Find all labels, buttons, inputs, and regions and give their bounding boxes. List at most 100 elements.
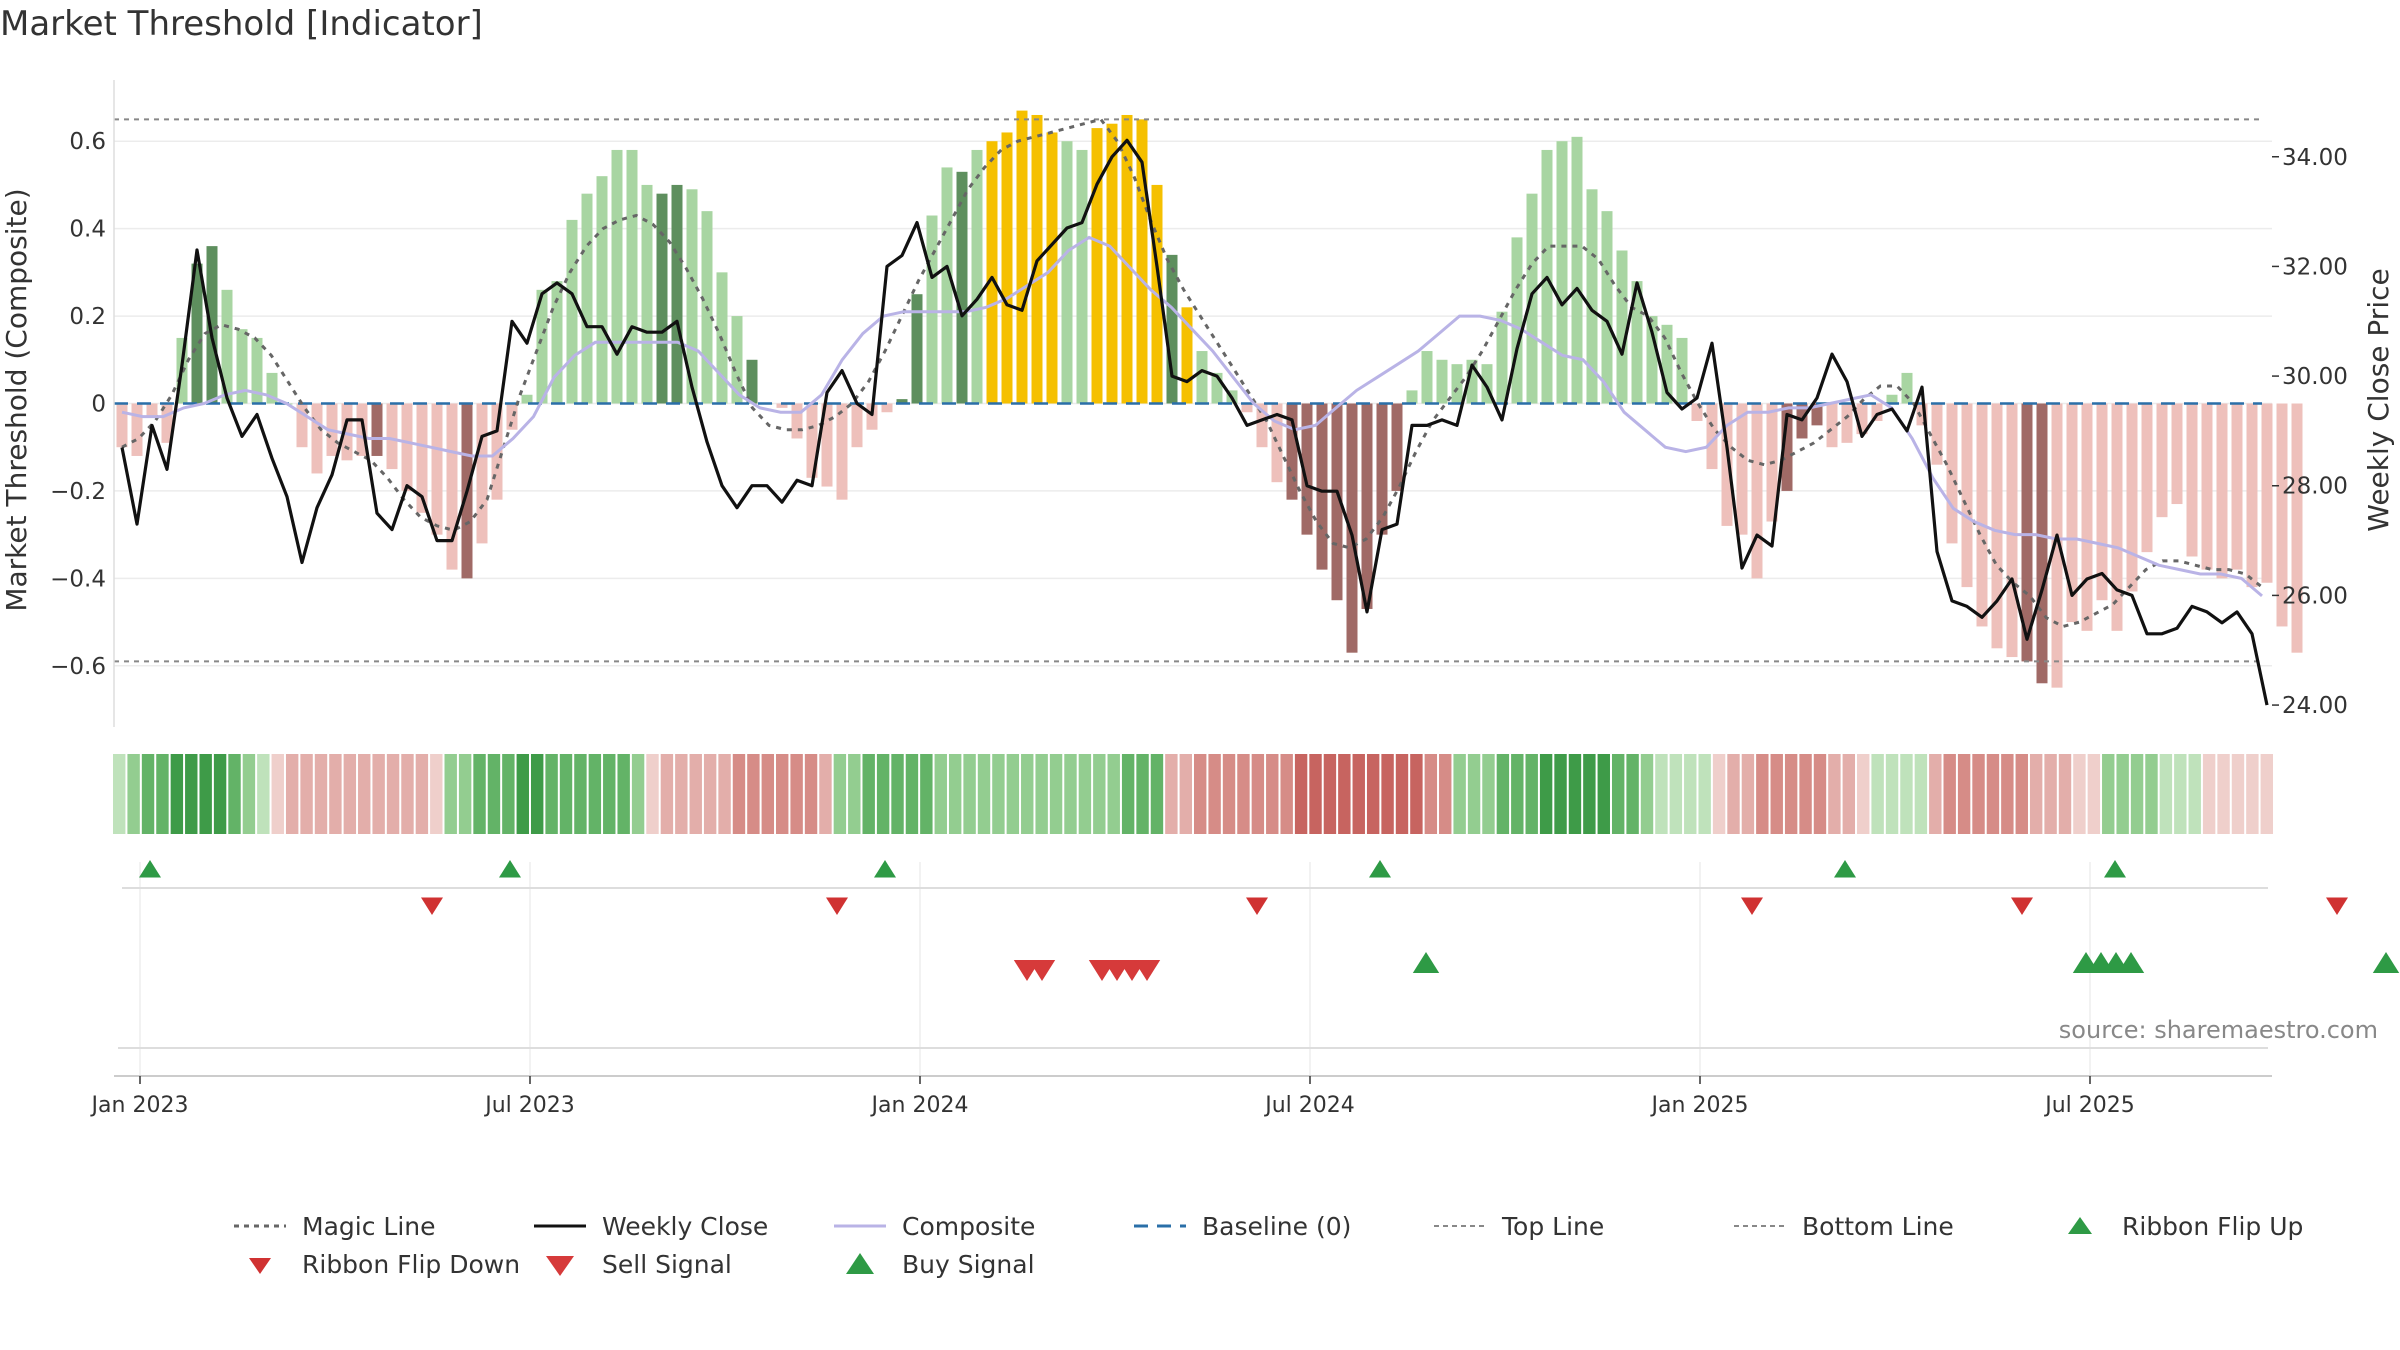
composite-bar xyxy=(656,193,668,404)
ribbon-cell xyxy=(1467,754,1481,834)
ribbon-cell xyxy=(358,754,371,834)
ribbon-cell xyxy=(2217,754,2230,834)
ribbon-cell xyxy=(430,754,443,834)
x-tick-label: Jul 2025 xyxy=(2043,1093,2135,1118)
ribbon-cell xyxy=(1770,754,1783,834)
composite-bar xyxy=(776,403,788,408)
ribbon-cell xyxy=(574,754,587,834)
ribbon-cell xyxy=(1972,754,1985,834)
sell-signal-marker xyxy=(1133,960,1161,981)
ribbon-cell xyxy=(1222,754,1236,834)
composite-bar xyxy=(611,149,623,404)
ribbon-cell xyxy=(329,754,342,834)
sell-signal-marker xyxy=(1028,960,1056,981)
ribbon-cell xyxy=(242,754,256,834)
composite-bar xyxy=(2096,403,2108,601)
ribbon-cell xyxy=(113,754,126,834)
ribbon-cell xyxy=(1136,754,1149,834)
composite-bar xyxy=(296,403,308,448)
composite-bar xyxy=(551,281,563,404)
legend-magic-line: Magic Line xyxy=(230,1208,436,1244)
ribbon-cell xyxy=(170,754,184,834)
y-tick-label-right: 32.00 xyxy=(2282,254,2348,280)
composite-bar xyxy=(596,176,608,404)
composite-bar xyxy=(1976,403,1988,627)
ribbon-cell xyxy=(1323,754,1337,834)
composite-bar xyxy=(911,294,923,404)
indicator-chart: 0.6 0.4 0.2 0 −0.2 −0.4 −0.6 34.00 32.00 30.00 28.… xyxy=(0,80,2400,1118)
y-tick-label-right: 34.00 xyxy=(2282,145,2348,171)
ribbon-cell xyxy=(1381,754,1394,834)
ribbon-cell xyxy=(530,754,544,834)
ribbon-cell xyxy=(185,754,198,834)
composite-bar xyxy=(431,403,443,535)
composite-bar xyxy=(1016,110,1028,404)
ribbon-cell xyxy=(545,754,558,834)
ribbon-cell xyxy=(2159,754,2173,834)
ribbon-cell xyxy=(1929,754,1942,834)
composite-bar xyxy=(131,403,143,456)
composite-bar xyxy=(2126,403,2138,592)
composite-bar xyxy=(1091,128,1103,404)
composite-bar xyxy=(341,403,353,461)
ribbon-cell xyxy=(776,754,789,834)
composite-bar xyxy=(1316,403,1328,570)
ribbon-cell xyxy=(257,754,270,834)
composite-bar xyxy=(1106,123,1118,404)
ribbon-cell xyxy=(631,754,645,834)
ribbon-flip-down-marker xyxy=(421,897,443,915)
y-tick-label-right: 30.00 xyxy=(2282,364,2348,390)
legend-baseline: Baseline (0) xyxy=(1130,1208,1351,1244)
ribbon-cell xyxy=(458,754,472,834)
ribbon-cell xyxy=(213,754,227,834)
ribbon-cell xyxy=(1842,754,1856,834)
composite-bar xyxy=(521,394,533,404)
ribbon-cell xyxy=(1871,754,1884,834)
ribbon-cell xyxy=(1410,754,1423,834)
ribbon-cell xyxy=(732,754,746,834)
x-tick-label: Jul 2024 xyxy=(1263,1093,1355,1118)
y-tick-label-right: 28.00 xyxy=(2282,474,2348,500)
ribbon-cell xyxy=(1352,754,1365,834)
ribbon-cell xyxy=(1914,754,1928,834)
ribbon-cell xyxy=(1698,754,1711,834)
composite-bar xyxy=(1616,250,1628,404)
composite-bar xyxy=(641,184,653,404)
ribbon-flip-down-marker xyxy=(1741,897,1763,915)
composite-bar xyxy=(116,403,128,448)
ribbon-cell xyxy=(1857,754,1870,834)
composite-bar xyxy=(1841,403,1853,443)
ribbon-cell xyxy=(1712,754,1726,834)
ribbon-cell xyxy=(1727,754,1740,834)
ribbon-cell xyxy=(2231,754,2245,834)
ribbon-cell xyxy=(761,754,775,834)
ribbon-cell xyxy=(689,754,702,834)
ribbon-flip-down-marker xyxy=(826,897,848,915)
ribbon-cell xyxy=(1496,754,1510,834)
composite-bar xyxy=(1061,141,1073,404)
y-tick-label-right: 26.00 xyxy=(2282,583,2348,609)
ribbon-cell xyxy=(1006,754,1020,834)
legend-label: Bottom Line xyxy=(1802,1211,1954,1241)
y-tick-label-left: 0.6 xyxy=(69,129,106,155)
ribbon-cell xyxy=(2044,754,2057,834)
chart-title: Market Threshold [Indicator] xyxy=(0,4,483,44)
ribbon-cell xyxy=(1064,754,1077,834)
composite-bar xyxy=(401,403,413,491)
composite-bar xyxy=(581,193,593,404)
composite-bar xyxy=(1901,372,1913,404)
ribbon-flip-up-marker xyxy=(1369,860,1391,878)
ribbon-cell xyxy=(1237,754,1250,834)
ribbon-cell xyxy=(1280,754,1293,834)
ribbon-flip-up-marker xyxy=(874,860,896,878)
ribbon-flip-up-marker xyxy=(2104,860,2126,878)
y-tick-label-left: −0.6 xyxy=(50,654,106,680)
composite-bar xyxy=(446,403,458,570)
buy-signal-marker xyxy=(1412,952,1440,973)
composite-bar xyxy=(2291,403,2303,653)
y-axis-label-right: Weekly Close Price xyxy=(2362,268,2395,531)
ribbon-cell xyxy=(1366,754,1380,834)
ribbon-cell xyxy=(1194,754,1207,834)
composite-bar xyxy=(1811,403,1823,426)
composite-bar xyxy=(1136,119,1148,404)
